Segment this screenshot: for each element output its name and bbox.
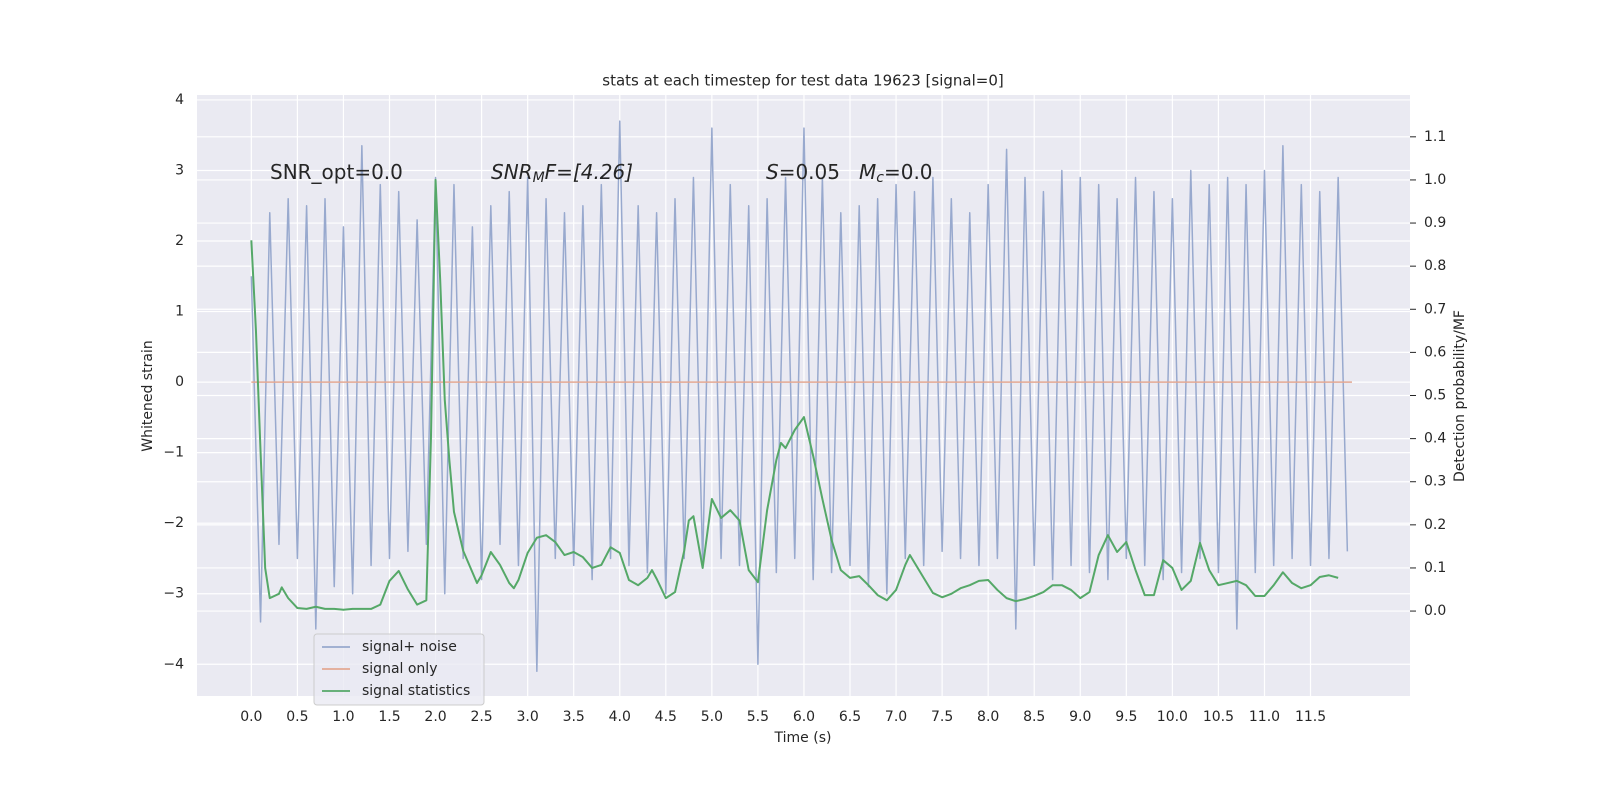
y2-tick-label: 0.6 bbox=[1424, 344, 1446, 360]
x-tick-label: 5.5 bbox=[747, 709, 769, 725]
y-tick-label: −1 bbox=[163, 445, 184, 461]
y2-axis-label: Detection probability/MF bbox=[1452, 310, 1468, 482]
y2-tick-label: 0.3 bbox=[1424, 474, 1446, 490]
annotation-part: =0.05 bbox=[779, 160, 840, 184]
x-tick-label: 7.5 bbox=[931, 709, 953, 725]
x-tick-label: 4.5 bbox=[655, 709, 677, 725]
y2-tick-label: 0.9 bbox=[1424, 215, 1446, 231]
x-tick-label: 11.0 bbox=[1249, 709, 1280, 725]
x-tick-label: 1.5 bbox=[378, 709, 400, 725]
x-axis-label: Time (s) bbox=[774, 730, 832, 746]
legend: signal+ noise signal only signal statistic… bbox=[313, 633, 485, 706]
y2-tick-label: 1.0 bbox=[1424, 172, 1446, 188]
annotation-part: SNR bbox=[491, 160, 533, 184]
x-tick-label: 6.0 bbox=[793, 709, 815, 725]
chart-title: stats at each timestep for test data 196… bbox=[602, 72, 1003, 90]
x-tick-label: 0.0 bbox=[240, 709, 262, 725]
y2-tick-label: 0.4 bbox=[1424, 431, 1446, 447]
annotation-part: =0.0 bbox=[884, 160, 933, 184]
y-tick-label: 0 bbox=[175, 374, 184, 390]
x-tick-label: 8.0 bbox=[977, 709, 999, 725]
marks bbox=[250, 120, 1352, 673]
annotation: Mc=0.0 bbox=[859, 160, 933, 187]
y2-tick-label: 0.0 bbox=[1424, 603, 1446, 619]
x-tick-label: 10.5 bbox=[1203, 709, 1234, 725]
x-tick-label: 10.0 bbox=[1157, 709, 1188, 725]
x-tick-label: 7.0 bbox=[885, 709, 907, 725]
y2-tick-label: 1.1 bbox=[1424, 129, 1446, 145]
x-tick-label: 3.0 bbox=[517, 709, 539, 725]
x-tick-label: 8.5 bbox=[1023, 709, 1045, 725]
x-tick-label: 2.5 bbox=[470, 709, 492, 725]
y2-tick-label: 0.1 bbox=[1424, 560, 1446, 576]
y2-tick-label: 0.2 bbox=[1424, 517, 1446, 533]
legend-label: signal+ noise bbox=[362, 639, 457, 655]
x-tick-label: 2.0 bbox=[424, 709, 446, 725]
y2-tick-label: 0.8 bbox=[1424, 258, 1446, 274]
x-tick-label: 9.5 bbox=[1115, 709, 1137, 725]
annotation-part: M bbox=[859, 160, 876, 184]
x-tick-label: 0.5 bbox=[286, 709, 308, 725]
y-tick-label: −2 bbox=[163, 515, 184, 531]
annotation: SNR_opt=0.0 bbox=[270, 160, 403, 184]
legend-label: signal statistics bbox=[362, 683, 470, 699]
x-tick-label: 11.5 bbox=[1295, 709, 1326, 725]
x-tick-label: 1.0 bbox=[332, 709, 354, 725]
y-axis-label: Whitened strain bbox=[140, 340, 156, 451]
y-tick-label: 2 bbox=[175, 233, 184, 249]
annotation-part: M bbox=[533, 170, 545, 186]
x-tick-label: 5.0 bbox=[701, 709, 723, 725]
annotation-part: SNR_opt=0.0 bbox=[270, 160, 403, 184]
y-tick-label: 3 bbox=[175, 162, 184, 178]
annotation: SNRMF=[4.26] bbox=[491, 160, 633, 187]
annotation-part: c bbox=[876, 170, 884, 186]
legend-label: signal only bbox=[362, 661, 437, 677]
y-tick-label: −3 bbox=[163, 586, 184, 602]
y-tick-label: 4 bbox=[175, 92, 184, 108]
y2-tick-label: 0.5 bbox=[1424, 388, 1446, 404]
series-line bbox=[250, 178, 1339, 611]
y-tick-label: 1 bbox=[175, 304, 184, 320]
annotation-part: S bbox=[766, 160, 779, 184]
x-tick-label: 4.0 bbox=[609, 709, 631, 725]
y-tick-label: −4 bbox=[163, 656, 184, 672]
annotation: S=0.05 bbox=[766, 160, 840, 184]
legend-box bbox=[313, 633, 485, 706]
x-tick-label: 6.5 bbox=[839, 709, 861, 725]
x-tick-label: 9.0 bbox=[1069, 709, 1091, 725]
y2-tick-label: 0.7 bbox=[1424, 301, 1446, 317]
x-tick-label: 3.5 bbox=[563, 709, 585, 725]
annotation-part: F=[4.26] bbox=[545, 160, 633, 184]
